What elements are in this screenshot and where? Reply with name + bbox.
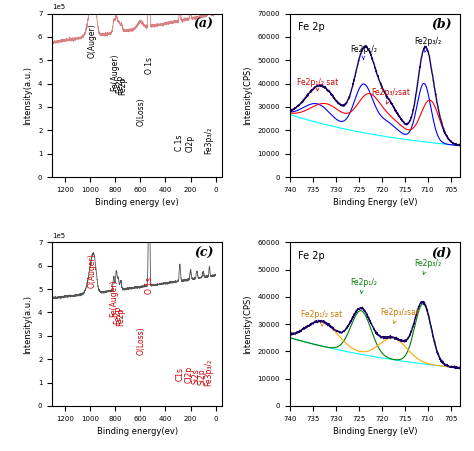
Text: O(Auger): O(Auger): [88, 23, 97, 58]
Text: C1s: C1s: [175, 368, 184, 382]
Text: Fe2p: Fe2p: [118, 77, 127, 95]
Text: O 1s: O 1s: [145, 57, 154, 74]
Text: Fe2p: Fe2p: [114, 306, 123, 324]
Text: Cl2p: Cl2p: [186, 135, 195, 152]
Text: O(Loss): O(Loss): [137, 326, 146, 354]
Text: Fe2p₁/₂ sat: Fe2p₁/₂ sat: [297, 78, 338, 91]
Text: Fe3p₃/₂: Fe3p₃/₂: [204, 126, 213, 154]
Text: O(Auger): O(Auger): [88, 253, 97, 288]
Text: (d): (d): [431, 247, 451, 260]
Text: Fe2p₃/₂sat: Fe2p₃/₂sat: [372, 88, 410, 104]
Text: Fe2p₃/₂sat: Fe2p₃/₂sat: [381, 308, 419, 323]
Text: Si2p: Si2p: [198, 368, 207, 385]
Text: O(Loss): O(Loss): [137, 97, 146, 126]
Text: Fe2p₁/₂: Fe2p₁/₂: [350, 278, 377, 294]
Text: Fe2p₃/₂: Fe2p₃/₂: [414, 258, 441, 274]
X-axis label: Binding energy (ev): Binding energy (ev): [95, 198, 179, 207]
Y-axis label: Intensity(CPS): Intensity(CPS): [243, 65, 252, 125]
Text: Fe2p₁/₂ sat: Fe2p₁/₂ sat: [301, 310, 343, 326]
Text: Fe(Auger): Fe(Auger): [109, 280, 118, 317]
Text: Fe(Auger): Fe(Auger): [110, 53, 119, 91]
Y-axis label: Intensity(a.u.): Intensity(a.u.): [23, 66, 32, 125]
X-axis label: Binding energy(ev): Binding energy(ev): [97, 427, 178, 436]
Text: (b): (b): [431, 18, 451, 32]
Text: Fe3p₃/₂: Fe3p₃/₂: [204, 359, 213, 386]
Text: C 1s: C 1s: [175, 135, 184, 152]
Text: Fe2p: Fe2p: [116, 308, 125, 327]
Text: (c): (c): [194, 247, 213, 260]
Text: Si2s: Si2s: [191, 368, 200, 384]
Text: Fe2p: Fe2p: [116, 75, 125, 93]
Text: Fe 2p: Fe 2p: [299, 22, 325, 32]
Text: Fe2p₁/₂: Fe2p₁/₂: [350, 45, 377, 60]
X-axis label: Binding Energy (eV): Binding Energy (eV): [333, 198, 417, 207]
Y-axis label: Intensity(a.u.): Intensity(a.u.): [23, 295, 32, 354]
Text: O 1s: O 1s: [145, 277, 154, 294]
Text: Cl2p: Cl2p: [185, 365, 194, 382]
Text: Fe2p₃/₂: Fe2p₃/₂: [414, 37, 441, 52]
X-axis label: Binding Energy (eV): Binding Energy (eV): [333, 427, 417, 436]
Y-axis label: Intensity(CPS): Intensity(CPS): [243, 295, 252, 354]
Text: (a): (a): [193, 18, 213, 32]
Text: Fe 2p: Fe 2p: [299, 251, 325, 261]
